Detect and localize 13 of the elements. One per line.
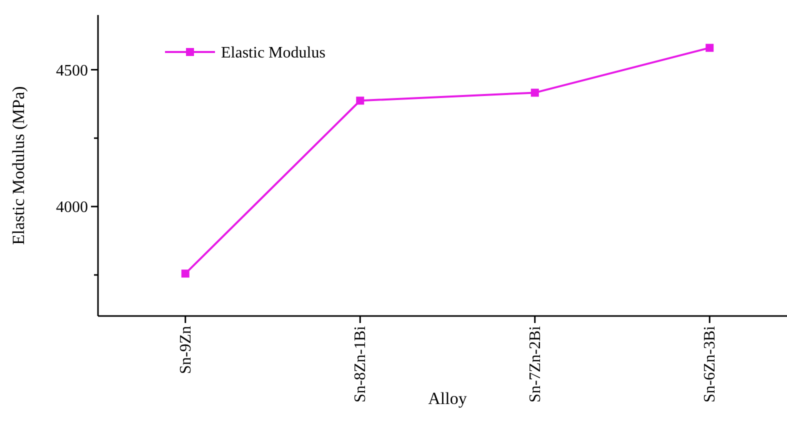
point [530,88,539,97]
point [356,96,364,105]
x-tick-label: Sn-9Zn [177,326,194,374]
y-axis-title: Elastic Modulus (MPa) [9,86,28,245]
y-tick-label: 4000 [56,199,88,216]
x-tick-label: Sn-6Zn-3Bi [702,325,719,402]
point [706,44,714,52]
legend-label: Elastic Modulus [221,44,326,62]
x-axis-title: Alloy [428,389,468,408]
x-tick-label: Sn-8Zn-1Bi [352,325,370,402]
x-tick-label: Sn-7Zn-2Bi [526,325,544,402]
y-tick-label: 4500 [56,62,88,80]
point [181,270,190,278]
